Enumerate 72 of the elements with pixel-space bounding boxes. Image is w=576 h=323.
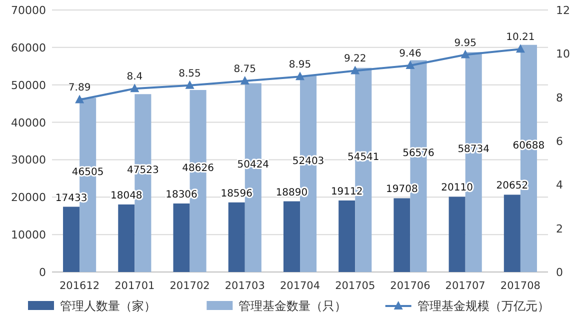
y2-tick-label: 2 [556,222,563,236]
data-label: 56576 [402,148,434,160]
y2-tick-label: 12 [556,4,570,17]
x-tick-label: 201702 [170,280,210,292]
legend-label: 管理基金数量（只） [238,299,347,313]
point [516,44,525,53]
point [406,60,415,69]
y-tick-label: 0 [39,266,46,279]
data-label: 8.4 [126,72,143,83]
data-label: 9.95 [454,38,476,49]
x-tick-label: 201704 [280,280,320,292]
data-label: 48626 [182,163,214,174]
x-tick-label: 201706 [390,280,431,292]
x-tick-label: 201707 [445,280,486,292]
y-tick-label: 30000 [11,154,46,167]
data-label: 9.22 [344,54,366,65]
y-tick-label: 10000 [11,228,46,242]
x-tick-label: 201708 [500,280,540,292]
point [460,50,470,58]
bar [173,203,190,272]
y2-tick-label: 10 [556,48,570,61]
y2-tick-label: 4 [556,178,563,192]
y-tick-label: 20000 [11,191,46,204]
bar [228,202,245,272]
x-tick-label: 201612 [60,280,100,292]
data-label: 18890 [276,187,308,198]
data-label: 19708 [386,184,418,196]
point [75,94,84,104]
data-label: 20110 [441,182,473,194]
y2-tick-label: 6 [556,135,563,148]
bar [63,206,80,272]
y-tick-label: 60000 [11,41,46,54]
data-label: 9.46 [399,48,422,60]
data-label: 10.21 [506,32,535,44]
data-label: 7.89 [68,82,91,94]
data-label: 60688 [512,140,545,152]
data-label: 47523 [127,165,159,176]
x-tick-label: 201703 [224,280,265,292]
bar [504,194,520,272]
bar [283,201,300,272]
x-tick-label: 201701 [114,280,155,292]
y-tick-label: 40000 [11,116,46,130]
bar [394,198,410,272]
data-label: 18306 [166,189,198,200]
data-label: 8.95 [288,60,312,71]
y2-tick-label: 8 [556,91,563,104]
bar [448,196,466,272]
bar [118,204,135,272]
point [240,76,250,84]
y-tick-label: 70000 [11,4,46,17]
data-label: 18048 [110,190,142,202]
data-label: 18596 [220,188,253,200]
data-label: 19112 [330,186,363,198]
x-tick-label: 201705 [335,280,376,292]
legend-label: 管理基金规模（万亿元） [417,299,550,313]
data-label: 58734 [458,144,490,156]
data-label: 46505 [72,166,104,178]
data-label: 8.75 [234,64,256,75]
data-label: 17433 [55,192,88,204]
data-label: 54541 [347,152,380,163]
data-label: 8.55 [178,68,201,80]
point [185,80,194,89]
bar [338,200,356,272]
data-label: 50424 [237,160,270,171]
data-label: 20652 [496,180,528,192]
point [130,84,140,92]
y-tick-label: 50000 [11,78,46,92]
y2-tick-label: 0 [556,266,563,279]
point [296,72,304,80]
point [350,66,360,74]
legend-label: 管理人数量（家） [60,299,156,313]
data-label: 52403 [292,156,324,167]
